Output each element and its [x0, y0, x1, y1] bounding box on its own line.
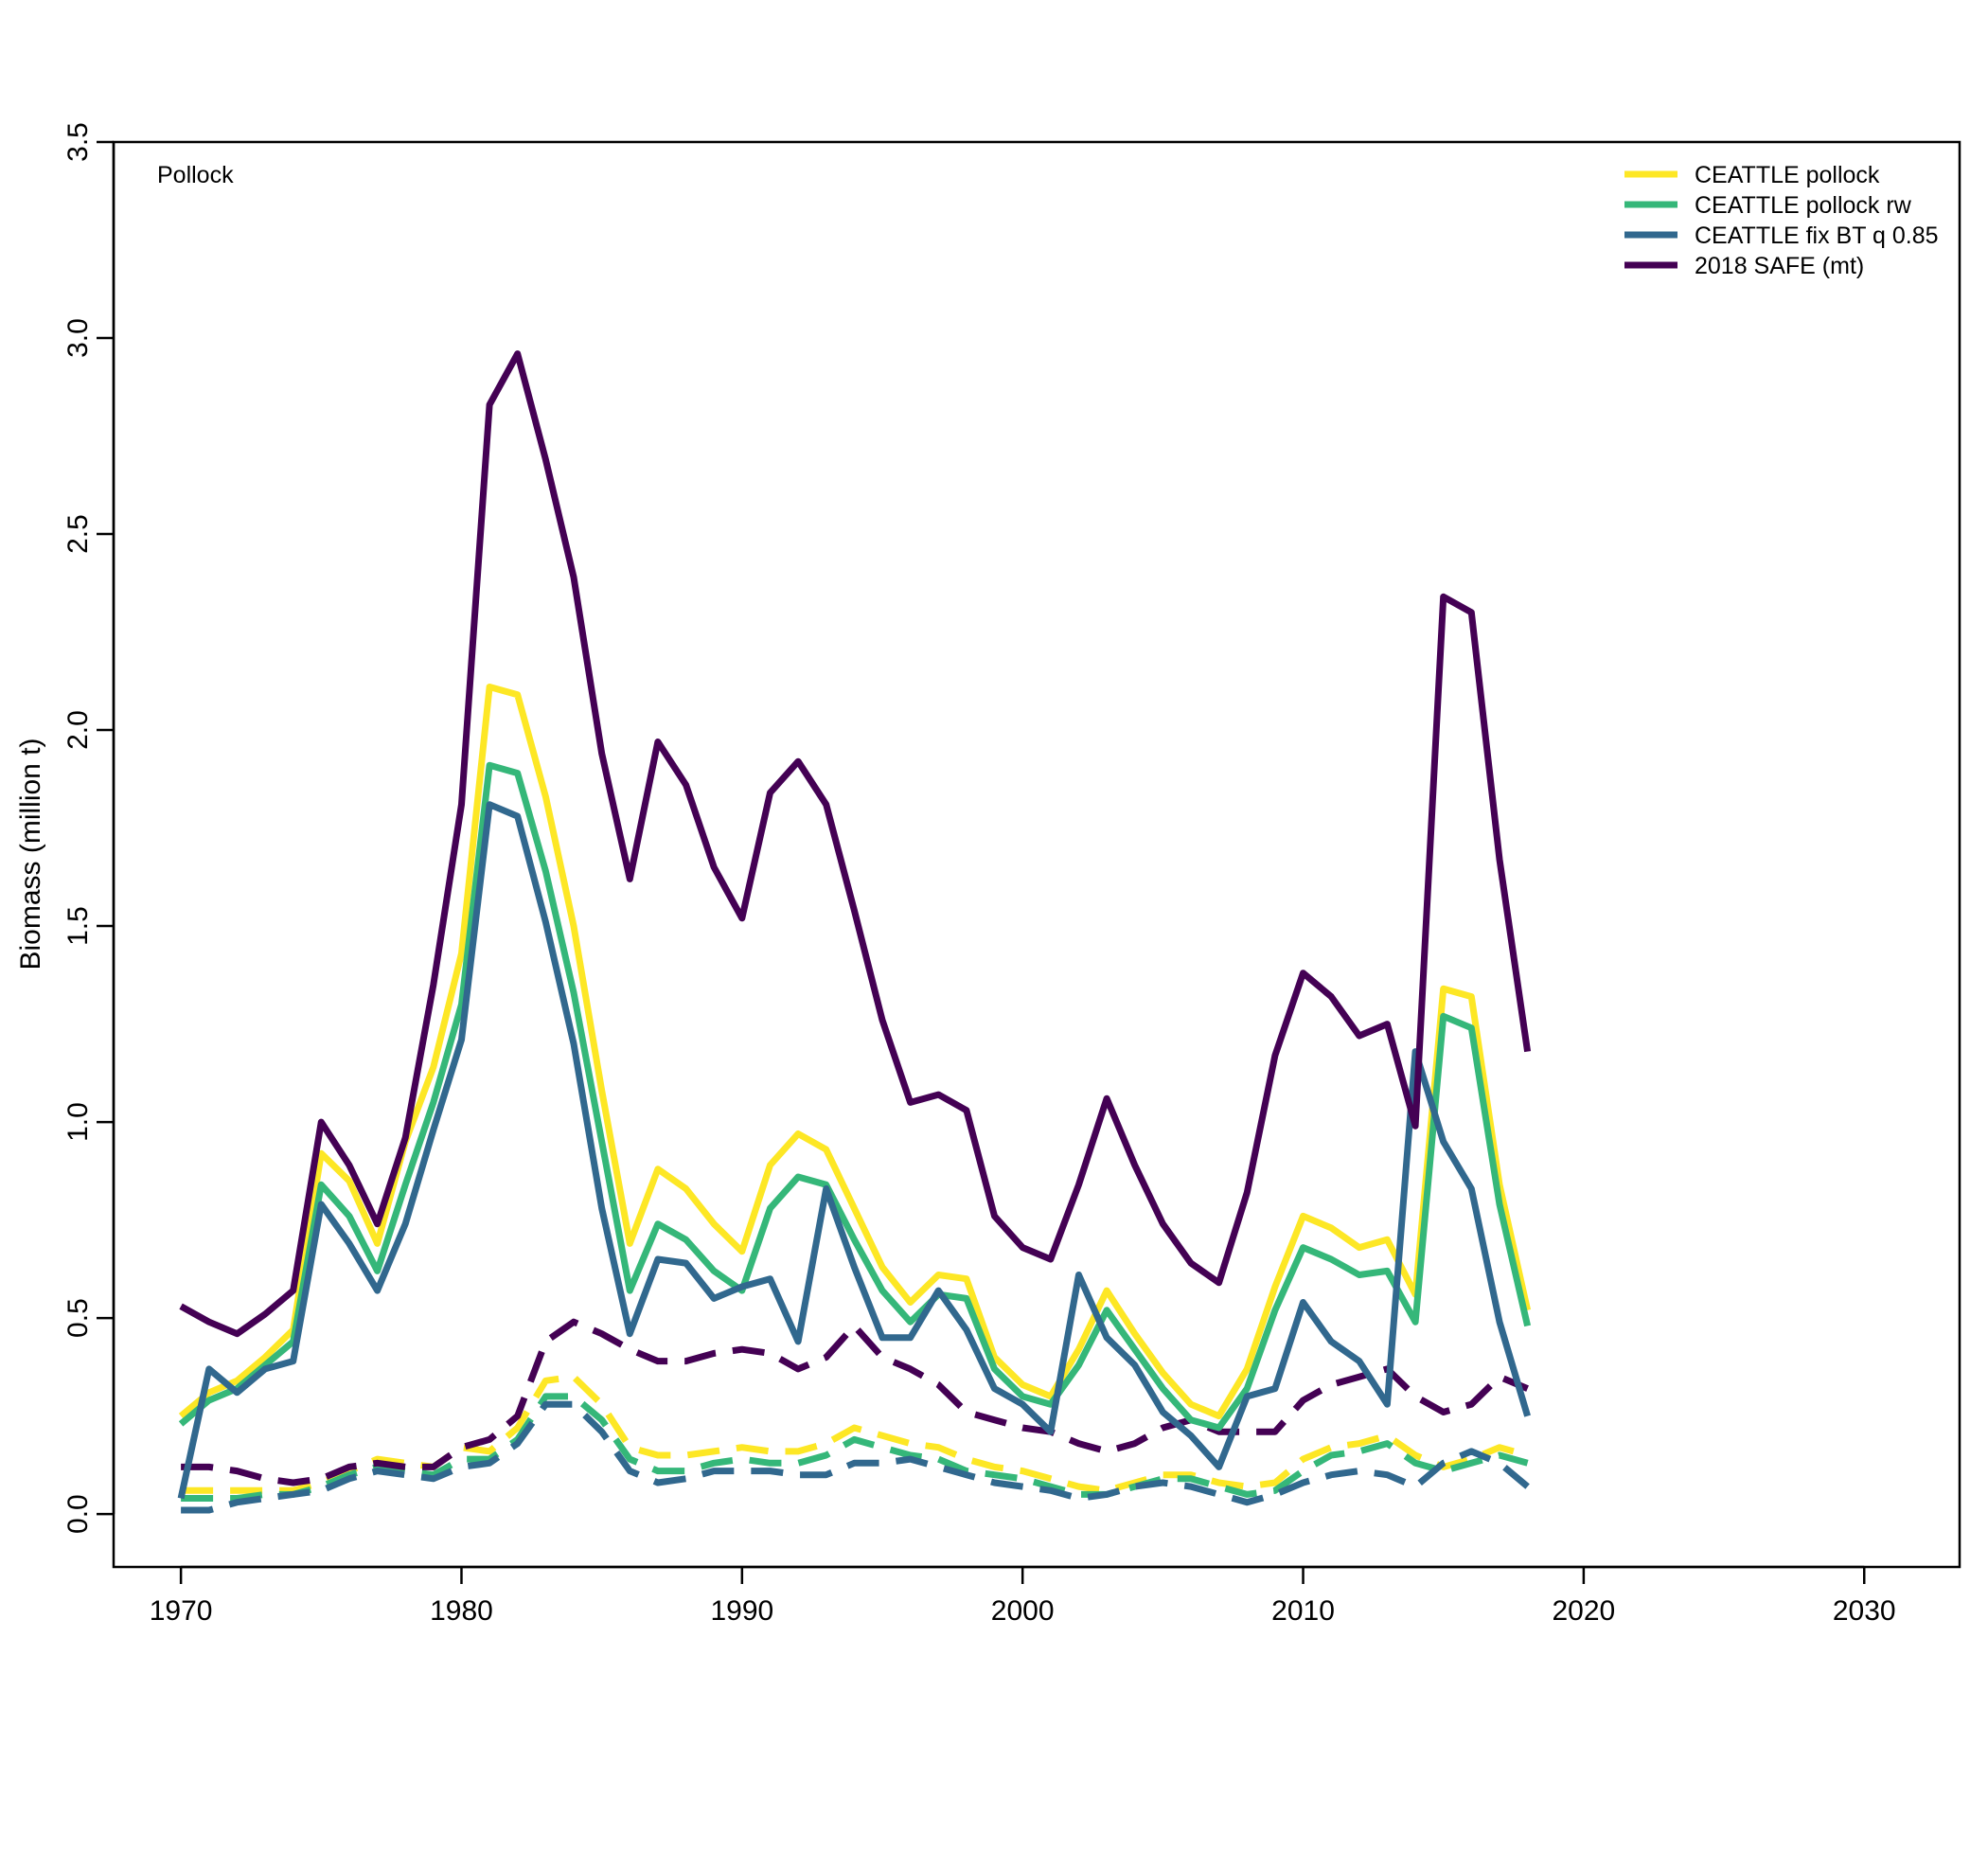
x-tick-label: 1990: [710, 1595, 773, 1627]
legend-label: 2018 SAFE (mt): [1695, 253, 1864, 279]
series-line-dashed: [181, 1373, 1529, 1494]
y-tick-label: 1.5: [62, 906, 94, 946]
y-tick-label: 2.5: [62, 514, 94, 554]
x-axis: 1970 1980 1990 2000 2010 2020 2030: [150, 1565, 1896, 1627]
x-tick-label: 1980: [430, 1595, 493, 1627]
x-tick-label: 1970: [150, 1595, 213, 1627]
series-line-dashed: [181, 1393, 1529, 1502]
y-tick-label: 1.0: [62, 1102, 94, 1142]
series-line-dashed: [181, 1318, 1529, 1486]
legend: CEATTLE pollock CEATTLE pollock rw CEATTLE…: [1624, 162, 1939, 279]
y-tick-label: 3.5: [62, 122, 94, 162]
y-axis-title: Biomass (million t): [15, 738, 46, 970]
x-tick-label: 2000: [991, 1595, 1055, 1627]
y-tick-label: 0.0: [62, 1494, 94, 1534]
x-tick-label: 2030: [1833, 1595, 1896, 1627]
x-tick-label: 2020: [1553, 1595, 1616, 1627]
legend-label: CEATTLE pollock rw: [1695, 192, 1912, 219]
panel-label: Pollock: [157, 162, 234, 188]
series-line-solid: [178, 684, 1532, 1420]
series-line-solid: [179, 350, 1532, 1338]
legend-label: CEATTLE pollock: [1695, 162, 1880, 188]
y-tick-label: 2.0: [62, 710, 94, 750]
y-axis: 0.0 0.5 1.0 1.5 2.0 2.5 3.0 3.5: [62, 122, 115, 1534]
series-line-solid: [178, 761, 1532, 1432]
x-tick-label: 2010: [1271, 1595, 1335, 1627]
series-line-dashed: [181, 1400, 1530, 1514]
series-layer: [177, 350, 1532, 1514]
series-line-solid: [177, 801, 1531, 1500]
y-tick-label: 0.5: [62, 1298, 94, 1338]
plot-frame: [112, 140, 1961, 1569]
y-tick-label: 3.0: [62, 318, 94, 358]
legend-label: CEATTLE fix BT q 0.85: [1695, 222, 1939, 249]
